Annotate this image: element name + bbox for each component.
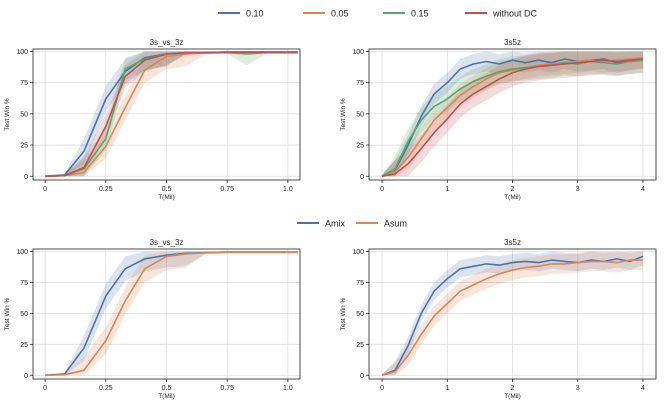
chart-panel-2: 0 1 2 3 4 0 25 50 75 100 3s5z T(Mil) Test Win % xyxy=(340,38,657,201)
chart-title: 3s5z xyxy=(504,238,521,247)
x-tick-label: 0 xyxy=(380,385,384,392)
x-axis-label: T(Mil) xyxy=(504,194,521,201)
x-tick-label: 1.0 xyxy=(283,385,293,392)
series-band-0.05 xyxy=(45,51,298,177)
y-tick-label: 100 xyxy=(16,249,28,256)
series-line-0.10 xyxy=(381,56,644,178)
x-tick-label: 0.25 xyxy=(99,385,113,392)
x-tick-label: 1.0 xyxy=(283,186,293,193)
series-band-Amix xyxy=(382,251,643,376)
top-legend-label-2: 0.15 xyxy=(411,9,429,19)
y-tick-label: 75 xyxy=(20,280,28,287)
y-tick-label: 50 xyxy=(20,311,28,318)
chart-panel-1: 0 0.25 0.5 0.75 1.0 0 25 50 75 100 3s_vs_3z T(Mil) T… xyxy=(4,38,301,201)
top-legend-label-1: 0.05 xyxy=(331,9,349,19)
x-tick-label: 3 xyxy=(576,385,580,392)
series-line-without-DC xyxy=(45,51,298,178)
series-band-Asum xyxy=(382,251,643,376)
y-tick-label: 75 xyxy=(356,280,364,287)
chart-panel-4: 0 1 2 3 4 0 25 50 75 100 3s5z T(Mil) Test Win % xyxy=(340,238,657,400)
series-line-without-DC xyxy=(381,58,644,178)
x-axis-label: T(Mil) xyxy=(158,393,175,400)
x-tick-label: 0.5 xyxy=(162,186,172,193)
x-tick-label: 1 xyxy=(445,385,449,392)
x-tick-label: 2 xyxy=(511,186,515,193)
middle-legend-label-0: Amix xyxy=(325,219,345,229)
x-tick-label: 1 xyxy=(445,186,449,193)
x-axis-label: T(Mil) xyxy=(504,393,521,400)
x-tick-label: 4 xyxy=(641,186,645,193)
series-line-0.15 xyxy=(381,59,644,177)
x-tick-label: 3 xyxy=(576,186,580,193)
chart-title: 3s_vs_3z xyxy=(150,38,184,47)
middle-legend-label-1: Asum xyxy=(384,219,407,229)
x-tick-label: 0 xyxy=(380,186,384,193)
chart-title: 3s_vs_3z xyxy=(150,238,184,247)
y-tick-label: 0 xyxy=(360,174,364,181)
x-axis-label: T(Mil) xyxy=(158,194,175,201)
top-legend-label-3: without DC xyxy=(492,9,538,19)
y-tick-label: 25 xyxy=(356,342,364,349)
x-tick-label: 4 xyxy=(641,385,645,392)
y-tick-label: 75 xyxy=(356,80,364,87)
y-tick-label: 50 xyxy=(356,111,364,118)
y-axis-label: Test Win % xyxy=(340,98,347,131)
y-tick-label: 100 xyxy=(352,249,364,256)
series-line-Asum xyxy=(45,251,298,377)
y-tick-label: 50 xyxy=(356,311,364,318)
y-tick-label: 0 xyxy=(24,174,28,181)
chart-title: 3s5z xyxy=(504,38,521,47)
series-line-Asum xyxy=(381,259,643,377)
y-tick-label: 50 xyxy=(20,111,28,118)
y-axis-label: Test Win % xyxy=(4,298,11,331)
x-tick-label: 0.75 xyxy=(220,385,234,392)
series-band-Asum xyxy=(45,251,298,376)
y-axis-label: Test Win % xyxy=(340,298,347,331)
y-tick-label: 100 xyxy=(352,49,364,56)
top-legend-label-0: 0.10 xyxy=(246,9,264,19)
y-tick-label: 25 xyxy=(20,342,28,349)
chart-panel-3: 0 0.25 0.5 0.75 1.0 0 25 50 75 100 3s_vs_3z T(Mil) T… xyxy=(4,238,301,400)
series-band-0.10 xyxy=(45,51,298,177)
series-band-Amix xyxy=(45,251,298,376)
y-tick-label: 0 xyxy=(24,373,28,380)
x-tick-label: 0.75 xyxy=(220,186,234,193)
y-tick-label: 25 xyxy=(20,143,28,150)
x-tick-label: 0 xyxy=(43,385,47,392)
x-tick-label: 0 xyxy=(43,186,47,193)
x-tick-label: 0.5 xyxy=(162,385,172,392)
y-axis-label: Test Win % xyxy=(4,98,11,131)
x-tick-label: 2 xyxy=(511,385,515,392)
y-tick-label: 25 xyxy=(356,143,364,150)
x-tick-label: 0.25 xyxy=(99,186,113,193)
y-tick-label: 100 xyxy=(16,49,28,56)
y-tick-label: 75 xyxy=(20,80,28,87)
y-tick-label: 0 xyxy=(360,373,364,380)
